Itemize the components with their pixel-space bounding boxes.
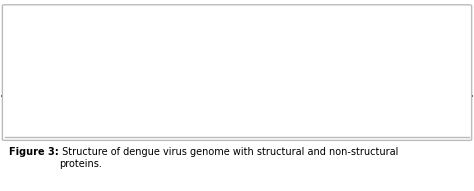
- Text: NS5: NS5: [416, 92, 433, 101]
- Bar: [28, 62, 70, 131]
- Bar: [237, 62, 279, 131]
- Bar: [404, 62, 446, 131]
- Bar: [112, 62, 154, 131]
- Bar: [154, 62, 195, 131]
- Text: Figure 3:: Figure 3:: [9, 147, 59, 157]
- Bar: [320, 62, 362, 131]
- Text: prM: prM: [82, 92, 100, 101]
- Bar: [70, 62, 112, 131]
- Text: NS4b: NS4b: [372, 92, 394, 101]
- Text: C: C: [46, 92, 52, 101]
- Text: NS2a: NS2a: [205, 92, 227, 101]
- Bar: [362, 62, 404, 131]
- Text: NS1: NS1: [166, 92, 183, 101]
- Bar: [28, 62, 446, 131]
- Text: E: E: [130, 92, 136, 101]
- Text: Structural
proteins: Structural proteins: [61, 5, 121, 26]
- Text: Structure of dengue virus genome with structural and non-structural
proteins.: Structure of dengue virus genome with st…: [59, 147, 399, 169]
- Text: NS2b: NS2b: [247, 92, 269, 101]
- Bar: [195, 62, 237, 131]
- Text: NS3: NS3: [291, 92, 308, 101]
- Bar: [279, 62, 320, 131]
- Text: NS4a: NS4a: [330, 92, 352, 101]
- Text: Non - Structural
proteins: Non - Structural proteins: [252, 5, 347, 26]
